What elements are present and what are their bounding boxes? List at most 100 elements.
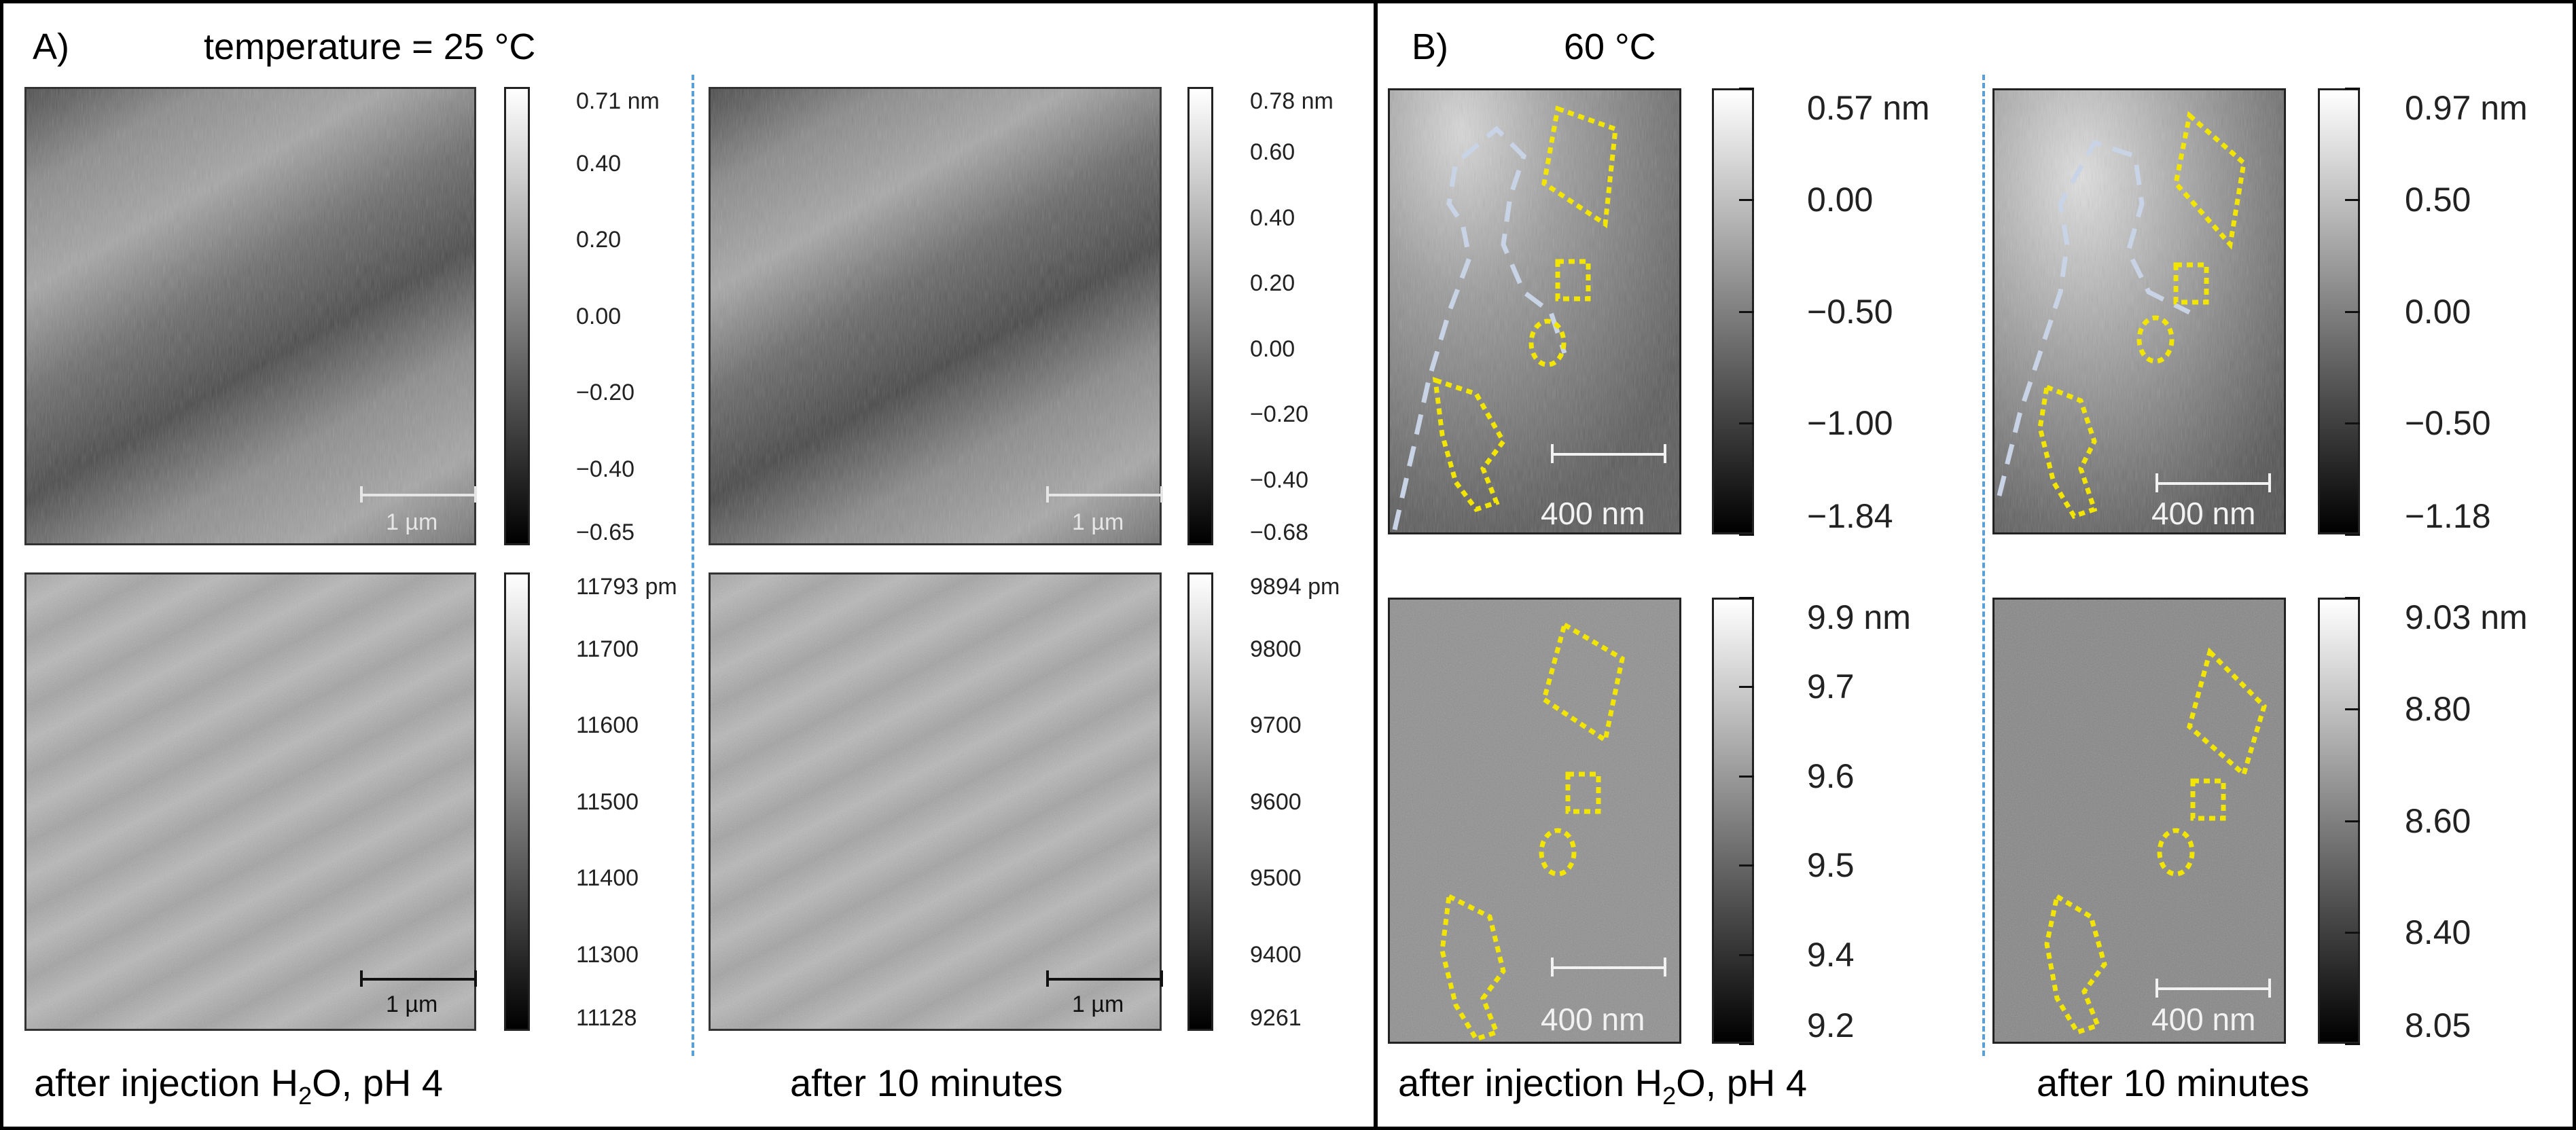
colorbar-a-bottom-left [504, 572, 530, 1031]
colorbar-tick [1739, 686, 1754, 689]
scalebar-line [1046, 494, 1163, 496]
colorbar-tick-label: −0.50 [2405, 403, 2491, 442]
scalebar-label-b-top-left: 400 nm [1541, 496, 1645, 531]
yellow-outline-1 [2173, 111, 2247, 250]
colorbar-tick-label: 11500 [576, 788, 639, 815]
colorbar-tick-label: −1.84 [1807, 497, 1893, 535]
colorbar-tick [1739, 310, 1754, 313]
scalebar-line [1551, 966, 1666, 969]
colorbar-tick [2345, 597, 2360, 599]
yellow-outline-3 [2136, 315, 2175, 364]
afm-image-a-top-left [24, 87, 476, 545]
colorbar-tick-label: −1.00 [1807, 403, 1893, 442]
colorbar-tick [2345, 88, 2360, 90]
caption-b-left-sub: 2 [1662, 1082, 1677, 1110]
scalebar-label-a-bottom-left: 1 µm [386, 991, 438, 1017]
colorbar-tick-label: 9400 [1250, 941, 1302, 968]
scalebar-cap [2268, 473, 2271, 492]
colorbar-tick-label: 11700 [576, 636, 639, 662]
scalebar-line [2155, 987, 2271, 990]
colorbar-tick-label: −0.20 [576, 380, 635, 405]
colorbar-tick [2345, 1043, 2360, 1045]
afm-image-b-top-left [1388, 88, 1681, 534]
caption-b-left-main: after injection H [1398, 1061, 1663, 1104]
afm-image-b-bottom-right [1992, 598, 2286, 1044]
scalebar-cap [1160, 970, 1163, 987]
scalebar-line [2155, 482, 2271, 485]
colorbar-tick [2345, 708, 2360, 711]
colorbar-tick-label: 9.7 [1807, 668, 1855, 706]
colorbar-tick-label: 11600 [576, 712, 639, 738]
dashed-region-outline [1997, 139, 2191, 496]
colorbar-tick-label: 0.20 [1250, 270, 1295, 297]
caption-a-left-main: after injection H [34, 1061, 299, 1104]
colorbar-tick-label: 8.60 [2405, 801, 2471, 840]
colorbar-tick-label: −0.65 [576, 520, 635, 545]
panel-a-title: temperature = 25 °C [204, 26, 536, 67]
caption-b-right: after 10 minutes [2037, 1061, 2310, 1104]
yellow-outline-2 [1565, 771, 1601, 814]
colorbar-b-bottom-left [1712, 598, 1754, 1044]
colorbar-tick-label: −0.40 [576, 456, 635, 482]
colorbar-tick-label: 0.60 [1250, 139, 1295, 166]
yellow-outline-1 [1541, 105, 1618, 229]
yellow-outline-3 [1528, 318, 1567, 367]
scalebar-cap [1551, 444, 1554, 463]
scalebar-cap [1160, 486, 1163, 503]
afm-image-b-top-right [1992, 88, 2286, 534]
caption-a-left: after injection H2O, pH 4 [34, 1064, 443, 1108]
colorbar-tick-label: 11128 [576, 1005, 637, 1031]
colorbar-tick-label: 9894 pm [1250, 574, 1340, 600]
colorbar-tick [2345, 931, 2360, 934]
panel-a-divider [692, 75, 694, 1056]
colorbar-tick-label: 9600 [1250, 788, 1302, 815]
colorbar-tick-label: 0.00 [2405, 292, 2471, 331]
scalebar-line [1046, 978, 1163, 981]
caption-b-left: after injection H2O, pH 4 [1398, 1064, 1807, 1108]
colorbar-a-bottom-right [1187, 572, 1213, 1031]
yellow-outline-3 [1539, 828, 1577, 877]
colorbar-tick-label: 11400 [576, 865, 639, 891]
colorbar-tick-label: 9.2 [1807, 1006, 1855, 1044]
scalebar-cap [474, 486, 477, 503]
scalebar-cap [1046, 486, 1049, 503]
scalebar-cap [2155, 473, 2158, 492]
colorbar-tick-label: 9261 [1250, 1005, 1302, 1031]
caption-a-right: after 10 minutes [790, 1061, 1063, 1104]
scalebar-label-a-top-left: 1 µm [386, 509, 438, 535]
colorbar-tick [2345, 422, 2360, 424]
colorbar-tick-label: 11300 [576, 941, 639, 968]
colorbar-tick-label: 9700 [1250, 712, 1302, 738]
colorbar-tick-label: 0.20 [576, 227, 622, 253]
afm-image-a-bottom-right [709, 572, 1162, 1031]
colorbar-tick-label: 8.40 [2405, 913, 2471, 951]
colorbar-tick [1739, 199, 1754, 202]
colorbar-tick-label: 9500 [1250, 865, 1302, 891]
scalebar-cap [360, 970, 363, 987]
colorbar-tick-label: 0.57 nm [1807, 89, 1930, 127]
afm-image-b-bottom-left [1388, 598, 1681, 1044]
caption-b-left-tail: O, pH 4 [1676, 1061, 1808, 1104]
colorbar-tick-label: 9.03 nm [2405, 598, 2528, 636]
colorbar-tick-label: 0.00 [1807, 181, 1874, 219]
scalebar-cap [2155, 979, 2158, 998]
colorbar-tick-label: 8.80 [2405, 690, 2471, 729]
colorbar-tick-label: 9800 [1250, 636, 1302, 662]
colorbar-tick [2345, 310, 2360, 313]
panel-b-label: B) [1412, 26, 1448, 67]
colorbar-tick [1739, 534, 1754, 536]
colorbar-tick [2345, 820, 2360, 822]
scalebar-label-a-bottom-right: 1 µm [1072, 991, 1124, 1017]
colorbar-tick-label: 9.9 nm [1807, 598, 1911, 636]
scalebar-line [360, 494, 477, 496]
caption-a-left-sub: 2 [298, 1082, 312, 1110]
scalebar-label-b-bottom-left: 400 nm [1541, 1002, 1645, 1037]
yellow-outline-2 [2190, 778, 2226, 821]
colorbar-tick [1739, 864, 1754, 867]
colorbar-tick-label: 11793 pm [576, 574, 677, 600]
colorbar-tick [1739, 422, 1754, 424]
colorbar-tick [1739, 1043, 1754, 1045]
colorbar-tick [2345, 534, 2360, 536]
afm-image-a-top-right [709, 87, 1162, 545]
scalebar-cap [2268, 979, 2271, 998]
